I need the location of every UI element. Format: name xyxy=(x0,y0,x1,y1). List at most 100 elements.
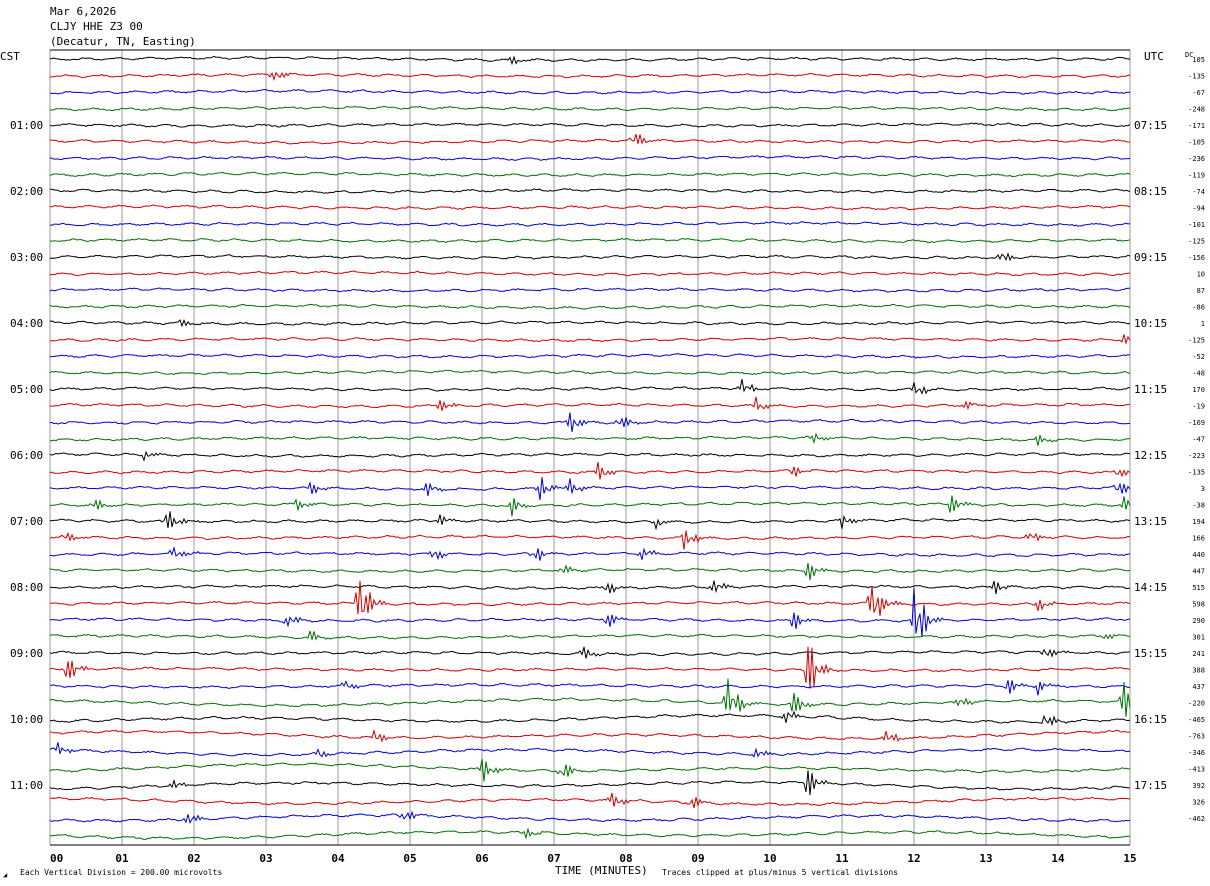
left-hour-label: 11:00 xyxy=(10,779,43,792)
seismic-trace xyxy=(49,728,1131,743)
seismic-trace xyxy=(49,432,1131,446)
dc-offset-label: -236 xyxy=(1188,155,1205,163)
dc-offset-label: -462 xyxy=(1188,815,1205,823)
seismic-trace xyxy=(49,580,1130,617)
seismic-trace xyxy=(49,477,1131,500)
x-tick-label: 00 xyxy=(50,852,63,865)
seismic-trace xyxy=(49,122,1131,128)
dc-offset-label: -169 xyxy=(1188,419,1205,427)
right-hour-labels: 07:15 08:15 09:15 10:15 11:15 12:15 13:15 14:15… xyxy=(1134,119,1167,792)
x-tick-label: 12 xyxy=(907,852,920,865)
dc-offset-label: -74 xyxy=(1192,188,1205,196)
seismic-trace xyxy=(49,133,1131,145)
seismic-trace xyxy=(49,630,1131,641)
seismic-trace xyxy=(49,678,1131,717)
x-tick-labels: 00 01 02 03 04 05 06 07 08 09 10 11 12 13 14 15 xyxy=(50,852,1137,865)
seismic-trace xyxy=(49,710,1131,727)
right-hour-label: 10:15 xyxy=(1134,317,1167,330)
dc-offset-label: 392 xyxy=(1192,782,1205,790)
right-hour-label: 12:15 xyxy=(1134,449,1167,462)
x-tick-label: 08 xyxy=(619,852,632,865)
dc-offset-labels: 105 -135 -67 -248 -171 -105 -236 -119 -74 -94 -101… xyxy=(1188,56,1205,823)
clip-note: Traces clipped at plus/minus 5 vertical … xyxy=(662,868,898,877)
dc-offset-label: -465 xyxy=(1188,716,1205,724)
dc-offset-label: -19 xyxy=(1192,403,1205,411)
logo-mark: ◢ xyxy=(3,871,8,879)
right-hour-label: 09:15 xyxy=(1134,251,1167,264)
seismic-trace xyxy=(49,462,1131,480)
dc-offset-label: -105 xyxy=(1188,139,1205,147)
left-hour-label: 02:00 xyxy=(10,185,43,198)
x-tick-label: 15 xyxy=(1123,852,1136,865)
minute-grid xyxy=(49,50,1131,845)
left-hour-label: 10:00 xyxy=(10,713,43,726)
dc-offset-label: -171 xyxy=(1188,122,1205,130)
dc-offset-label: 241 xyxy=(1192,650,1205,658)
seismic-trace xyxy=(49,237,1131,244)
right-hour-label: 11:15 xyxy=(1134,383,1167,396)
dc-offset-label: -346 xyxy=(1188,749,1205,757)
dc-offset-label: -248 xyxy=(1188,106,1205,114)
right-hour-label: 07:15 xyxy=(1134,119,1167,132)
seismic-trace xyxy=(49,88,1131,95)
seismic-trace xyxy=(49,511,1131,531)
dc-offset-label: 440 xyxy=(1192,551,1205,559)
dc-offset-label: -119 xyxy=(1188,172,1205,180)
dc-offset-label: -125 xyxy=(1188,337,1205,345)
x-tick-label: 05 xyxy=(403,852,416,865)
seismic-trace xyxy=(49,412,1131,433)
seismic-trace xyxy=(50,546,1131,561)
dc-offset-label: -220 xyxy=(1188,700,1205,708)
dc-offset-label: -47 xyxy=(1192,436,1205,444)
left-hour-label: 03:00 xyxy=(10,251,43,264)
seismic-trace xyxy=(49,450,1131,462)
seismic-trace xyxy=(49,810,1131,825)
x-tick-label: 11 xyxy=(835,852,849,865)
seismic-trace xyxy=(49,396,1131,411)
seismic-trace xyxy=(49,646,1131,659)
dc-offset-label: 388 xyxy=(1192,667,1205,675)
seismic-trace xyxy=(49,646,1131,689)
dc-offset-label: 87 xyxy=(1197,287,1205,295)
x-tick-label: 10 xyxy=(763,852,776,865)
seismic-trace xyxy=(49,530,1131,550)
x-tick-label: 04 xyxy=(331,852,345,865)
x-tick-label: 14 xyxy=(1051,852,1065,865)
seismic-trace xyxy=(49,270,1131,277)
dc-offset-label: -52 xyxy=(1192,353,1205,361)
left-hour-labels: 01:00 02:00 03:00 04:00 05:00 06:00 07:00 08:00… xyxy=(10,119,43,792)
seismic-trace xyxy=(49,563,1131,581)
left-hour-label: 04:00 xyxy=(10,317,43,330)
seismic-trace xyxy=(49,334,1131,345)
seismic-trace xyxy=(49,587,1131,637)
header-date: Mar 6,2026 xyxy=(50,5,116,18)
left-hour-label: 01:00 xyxy=(10,119,43,132)
left-hour-label: 06:00 xyxy=(10,449,43,462)
right-hour-label: 14:15 xyxy=(1134,581,1167,594)
dc-offset-label: 170 xyxy=(1192,386,1205,394)
header-location: (Decatur, TN, Easting) xyxy=(50,35,196,48)
left-hour-label: 09:00 xyxy=(10,647,43,660)
seismic-trace xyxy=(50,71,1131,82)
header-station: CLJY HHE Z3 00 xyxy=(50,20,143,33)
dc-offset-label: 290 xyxy=(1192,617,1205,625)
dc-offset-label: -156 xyxy=(1188,254,1205,262)
seismic-trace xyxy=(49,303,1131,310)
seismic-trace xyxy=(49,379,1131,395)
seismic-trace xyxy=(49,353,1131,359)
right-hour-label: 17:15 xyxy=(1134,779,1167,792)
seismic-trace xyxy=(49,171,1131,178)
right-hour-label: 16:15 xyxy=(1134,713,1167,726)
scale-note: Each Vertical Division = 200.00 microvol… xyxy=(20,868,222,877)
dc-offset-label: 10 xyxy=(1197,271,1205,279)
dc-offset-label: 194 xyxy=(1192,518,1205,526)
x-tick-label: 01 xyxy=(115,852,129,865)
trace-group xyxy=(49,55,1131,840)
seismic-trace xyxy=(49,495,1131,517)
dc-offset-label: 301 xyxy=(1192,634,1205,642)
dc-offset-label: -413 xyxy=(1188,766,1205,774)
left-hour-label: 08:00 xyxy=(10,581,43,594)
seismic-trace xyxy=(49,319,1131,328)
